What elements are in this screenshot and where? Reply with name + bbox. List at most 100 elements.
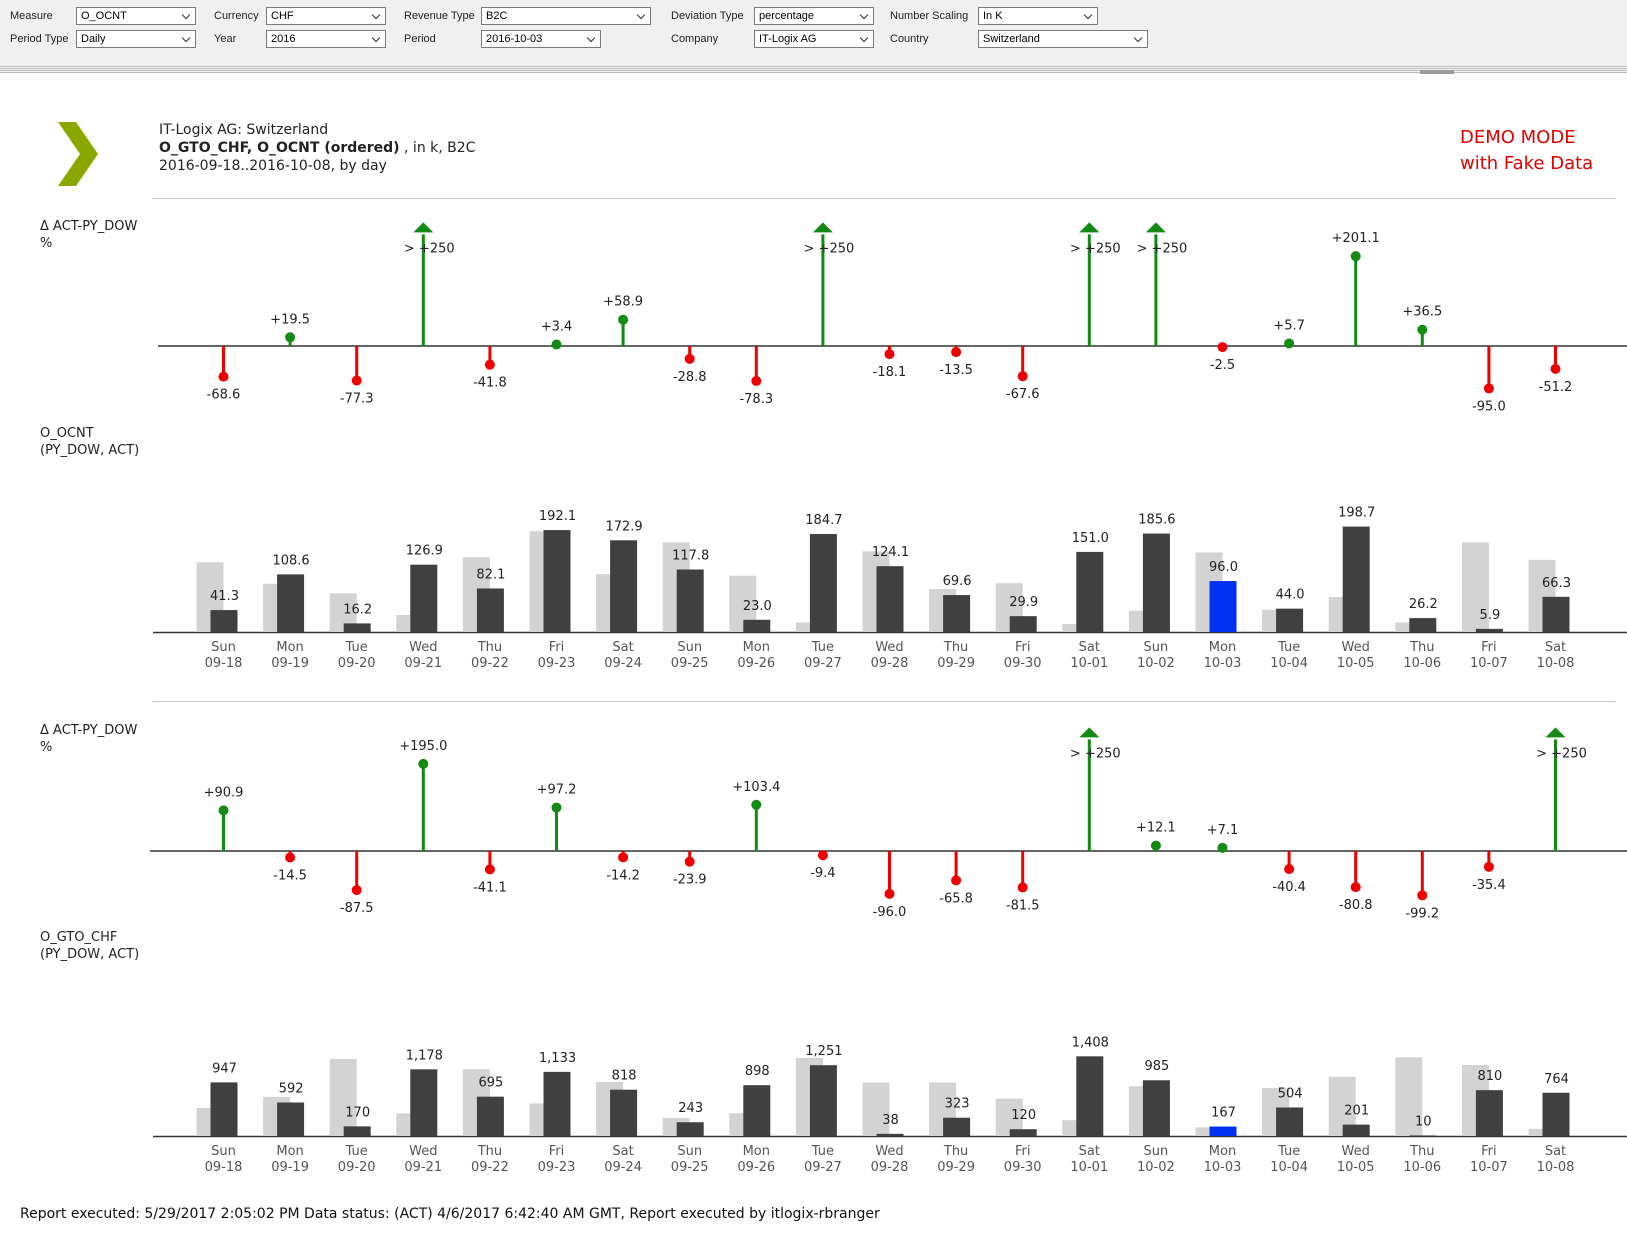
pin-head — [1017, 882, 1028, 893]
act-bar — [543, 530, 571, 632]
act-bar — [876, 566, 904, 632]
py-bar — [1528, 1128, 1556, 1136]
pin-value-label: -65.8 — [939, 891, 973, 906]
bar-value-label: 170 — [345, 1105, 370, 1120]
panel2-label-line2: (PY_DOW, ACT) — [40, 443, 140, 458]
act-bar — [410, 564, 438, 632]
pin-head — [1284, 864, 1295, 875]
act-bar — [943, 595, 971, 632]
pin-head — [684, 856, 695, 867]
overflow-triangle-icon — [1079, 222, 1100, 233]
panel2-label-line1: O_OCNT — [40, 426, 94, 441]
number-scaling-select[interactable]: In K — [978, 7, 1098, 25]
panel3-label: Δ ACT-PY_DOW % — [40, 722, 137, 756]
pin-value-label: -77.3 — [340, 392, 374, 407]
act-bar — [943, 1117, 971, 1136]
report-measures-rest: , in k, B2C — [399, 140, 476, 156]
pin-head — [1483, 383, 1494, 394]
act-bar — [1475, 628, 1503, 632]
demo-mode-line1: DEMO MODE — [1460, 127, 1576, 148]
currency-select[interactable]: CHF — [266, 7, 386, 25]
bar-value-label: 41.3 — [210, 589, 239, 604]
bar-value-label: 201 — [1344, 1104, 1369, 1119]
act-bar — [1475, 1090, 1503, 1136]
deviation-type-value: percentage — [759, 10, 815, 22]
revenue-type-select[interactable]: B2C — [481, 7, 651, 25]
bar-value-label: 185.6 — [1138, 513, 1175, 528]
year-select[interactable]: 2016 — [266, 30, 386, 48]
act-bar — [476, 588, 504, 632]
bar-value-label: 764 — [1544, 1072, 1569, 1087]
py-bar — [1195, 1127, 1223, 1136]
bar-value-label: 167 — [1211, 1106, 1236, 1121]
panel1-label-line2: % — [40, 236, 53, 251]
deviation-type-select[interactable]: percentage — [754, 7, 874, 25]
number-scaling-label: Number Scaling — [890, 10, 969, 22]
category-tick-label: Thu 09-29 — [937, 640, 975, 671]
pin-head — [884, 888, 895, 899]
bar-value-label: 26.2 — [1409, 597, 1438, 612]
revenue-type-label: Revenue Type — [404, 10, 475, 22]
category-tick-label: Sat 10-01 — [1070, 640, 1108, 671]
pin-value-label: > +250 — [804, 241, 855, 256]
category-tick-label: Tue 09-20 — [338, 640, 376, 671]
act-bar — [543, 1071, 571, 1136]
bar-value-label: 38 — [882, 1113, 899, 1128]
category-tick-label: Fri 09-23 — [538, 1144, 576, 1175]
panel4-label: O_GTO_CHF (PY_DOW, ACT) — [40, 929, 139, 963]
act-bar — [343, 1126, 371, 1136]
measure-select[interactable]: O_OCNT — [76, 7, 196, 25]
category-tick-label: Mon 10-03 — [1204, 1144, 1242, 1175]
panel4-label-line1: O_GTO_CHF — [40, 930, 118, 945]
py-bar — [329, 1058, 357, 1136]
py-bar — [1461, 542, 1489, 632]
bar-value-label: 592 — [279, 1081, 304, 1096]
act-bar — [277, 1102, 305, 1136]
act-bar — [277, 574, 305, 632]
category-tick-label: Sun 09-18 — [205, 640, 243, 671]
report-footer: Report executed: 5/29/2017 2:05:02 PM Da… — [20, 1206, 880, 1222]
pin-value-label: -2.5 — [1210, 358, 1235, 373]
pin-head — [1350, 251, 1361, 262]
category-tick-label: Mon 09-19 — [271, 640, 309, 671]
act-bar — [210, 610, 238, 632]
pin-head — [285, 332, 296, 343]
pin-head — [1150, 840, 1161, 851]
period-select[interactable]: 2016-10-03 — [481, 30, 601, 48]
pin-head — [1483, 861, 1494, 872]
header-divider — [153, 198, 1615, 199]
pin-value-label: -40.4 — [1272, 880, 1306, 895]
pin-value-label: -78.3 — [739, 392, 773, 407]
bar-value-label: 504 — [1278, 1086, 1303, 1101]
pin-head — [418, 758, 429, 769]
pin-value-label: -41.1 — [473, 880, 507, 895]
pin-value-label: +12.1 — [1136, 821, 1176, 836]
pin-value-label: +3.4 — [541, 319, 573, 334]
act-bar — [1276, 608, 1304, 632]
country-label: Country — [890, 33, 929, 45]
pin-value-label: +19.5 — [270, 312, 310, 327]
category-tick-label: Sun 10-02 — [1137, 640, 1175, 671]
overflow-triangle-icon — [413, 222, 434, 233]
company-select[interactable]: IT-Logix AG — [754, 30, 874, 48]
toolbar-separator — [0, 66, 1627, 74]
overflow-triangle-icon — [1545, 727, 1566, 738]
period-type-select[interactable]: Daily — [76, 30, 196, 48]
category-tick-label: Mon 09-19 — [271, 1144, 309, 1175]
category-tick-label: Sat 10-01 — [1070, 1144, 1108, 1175]
splitter-grip[interactable] — [1420, 70, 1454, 74]
act-bar — [410, 1069, 438, 1136]
panel3-label-line1: Δ ACT-PY_DOW — [40, 723, 138, 738]
pin-head — [751, 375, 762, 386]
category-tick-label: Thu 09-29 — [937, 1144, 975, 1175]
pin-value-label: -51.2 — [1539, 380, 1573, 395]
act-bar — [1542, 596, 1570, 632]
category-tick-label: Sat 10-08 — [1537, 1144, 1575, 1175]
country-select[interactable]: Switzerland — [978, 30, 1148, 48]
pin-head — [618, 852, 629, 863]
act-bar — [876, 1133, 904, 1136]
category-tick-label: Mon 09-26 — [737, 1144, 775, 1175]
category-tick-label: Fri 09-30 — [1004, 1144, 1042, 1175]
bar-value-label: 243 — [678, 1101, 703, 1116]
bar-value-label: 818 — [612, 1069, 637, 1084]
